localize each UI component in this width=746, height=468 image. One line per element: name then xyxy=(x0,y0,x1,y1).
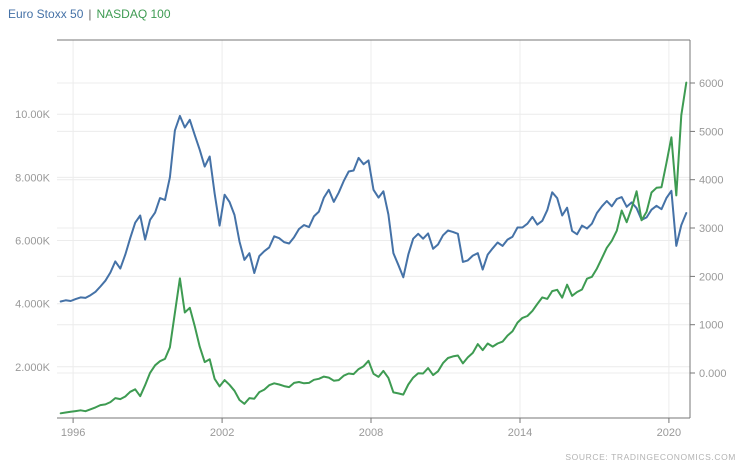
x-axis-label: 1996 xyxy=(61,427,85,439)
x-axis-label: 2002 xyxy=(210,427,234,439)
right-axis-label: 5000 xyxy=(699,126,723,138)
x-axis-label: 2014 xyxy=(508,427,532,439)
left-axis-label: 4.000K xyxy=(15,299,51,311)
left-axis-label: 10.00K xyxy=(15,109,51,121)
right-axis-label: 4000 xyxy=(699,175,723,187)
left-axis-label: 8.000K xyxy=(15,172,51,184)
right-axis-label: 2000 xyxy=(699,271,723,283)
right-axis-label: 3000 xyxy=(699,223,723,235)
legend-euro-stoxx-50[interactable]: Euro Stoxx 50 xyxy=(8,7,84,21)
x-axis-label: 2008 xyxy=(359,427,383,439)
right-axis-label: 1000 xyxy=(699,320,723,332)
source-attribution: SOURCE: TRADINGECONOMICS.COM xyxy=(565,452,736,462)
left-axis-label: 6.000K xyxy=(15,236,51,248)
series-line-euro-stoxx-50[interactable] xyxy=(59,114,688,303)
series-line-nasdaq-100[interactable] xyxy=(59,81,688,415)
legend-separator: | xyxy=(88,7,92,21)
right-axis-label: 6000 xyxy=(699,78,723,90)
right-axis-label: 0.000 xyxy=(699,368,727,380)
chart-legend: Euro Stoxx 50 | NASDAQ 100 xyxy=(8,7,171,21)
legend-nasdaq-100[interactable]: NASDAQ 100 xyxy=(96,7,171,21)
x-axis-label: 2020 xyxy=(657,427,681,439)
left-axis-label: 2.000K xyxy=(15,362,51,374)
